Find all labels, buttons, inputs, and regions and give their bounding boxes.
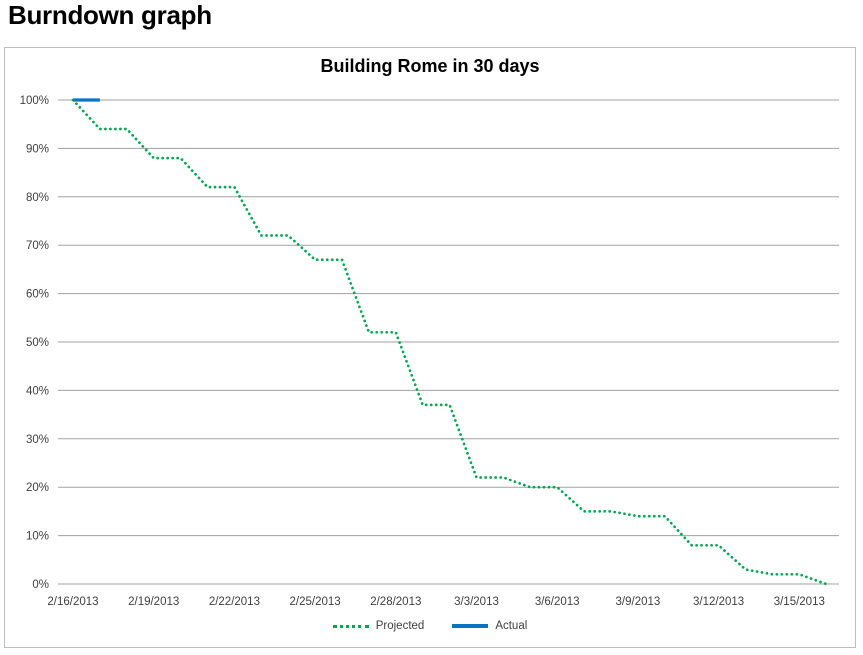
y-axis-tick-label: 70% <box>26 240 49 252</box>
x-axis-tick-label: 2/25/2013 <box>290 596 341 608</box>
y-axis-tick-label: 30% <box>26 434 49 446</box>
actual-line-swatch-icon <box>452 624 489 628</box>
x-axis-tick-label: 3/9/2013 <box>616 596 661 608</box>
x-axis-tick-label: 3/12/2013 <box>693 596 744 608</box>
y-axis-tick-label: 0% <box>32 579 49 591</box>
x-axis-tick-label: 2/22/2013 <box>209 596 260 608</box>
y-axis-tick-label: 20% <box>26 482 49 494</box>
y-axis-tick-label: 80% <box>26 192 49 204</box>
x-axis-tick-label: 2/16/2013 <box>47 596 98 608</box>
x-axis-tick-label: 3/3/2013 <box>454 596 499 608</box>
legend-item-actual: Actual <box>452 620 527 632</box>
y-axis-tick-label: 90% <box>26 143 49 155</box>
burndown-chart: Building Rome in 30 days 0% 10% 20% 30% 40% 5… <box>4 47 856 648</box>
legend-item-projected: Projected <box>332 620 425 632</box>
x-axis-tick-label: 2/19/2013 <box>128 596 179 608</box>
y-axis-tick-label: 10% <box>26 531 49 543</box>
y-axis-tick-label: 50% <box>26 337 49 349</box>
x-axis-tick-label: 2/28/2013 <box>370 596 421 608</box>
y-axis-tick-label: 40% <box>26 385 49 397</box>
y-axis-tick-label: 100% <box>20 95 49 107</box>
chart-plot-area: 0% 10% 20% 30% 40% 50% 60% 70% 80% 90% 100% 2/16/20… <box>20 95 839 608</box>
page-title: Burndown graph <box>8 0 212 30</box>
x-axis-tick-label: 3/15/2013 <box>774 596 825 608</box>
chart-legend: Projected Actual <box>5 620 855 632</box>
x-axis-tick-label: 3/6/2013 <box>535 596 580 608</box>
y-axis-tick-label: 60% <box>26 289 49 301</box>
series-line-projected <box>71 98 828 586</box>
projected-line-swatch-icon <box>332 624 369 628</box>
legend-label-actual: Actual <box>495 620 528 632</box>
chart-title: Building Rome in 30 days <box>320 56 540 76</box>
legend-label-projected: Projected <box>375 620 425 632</box>
